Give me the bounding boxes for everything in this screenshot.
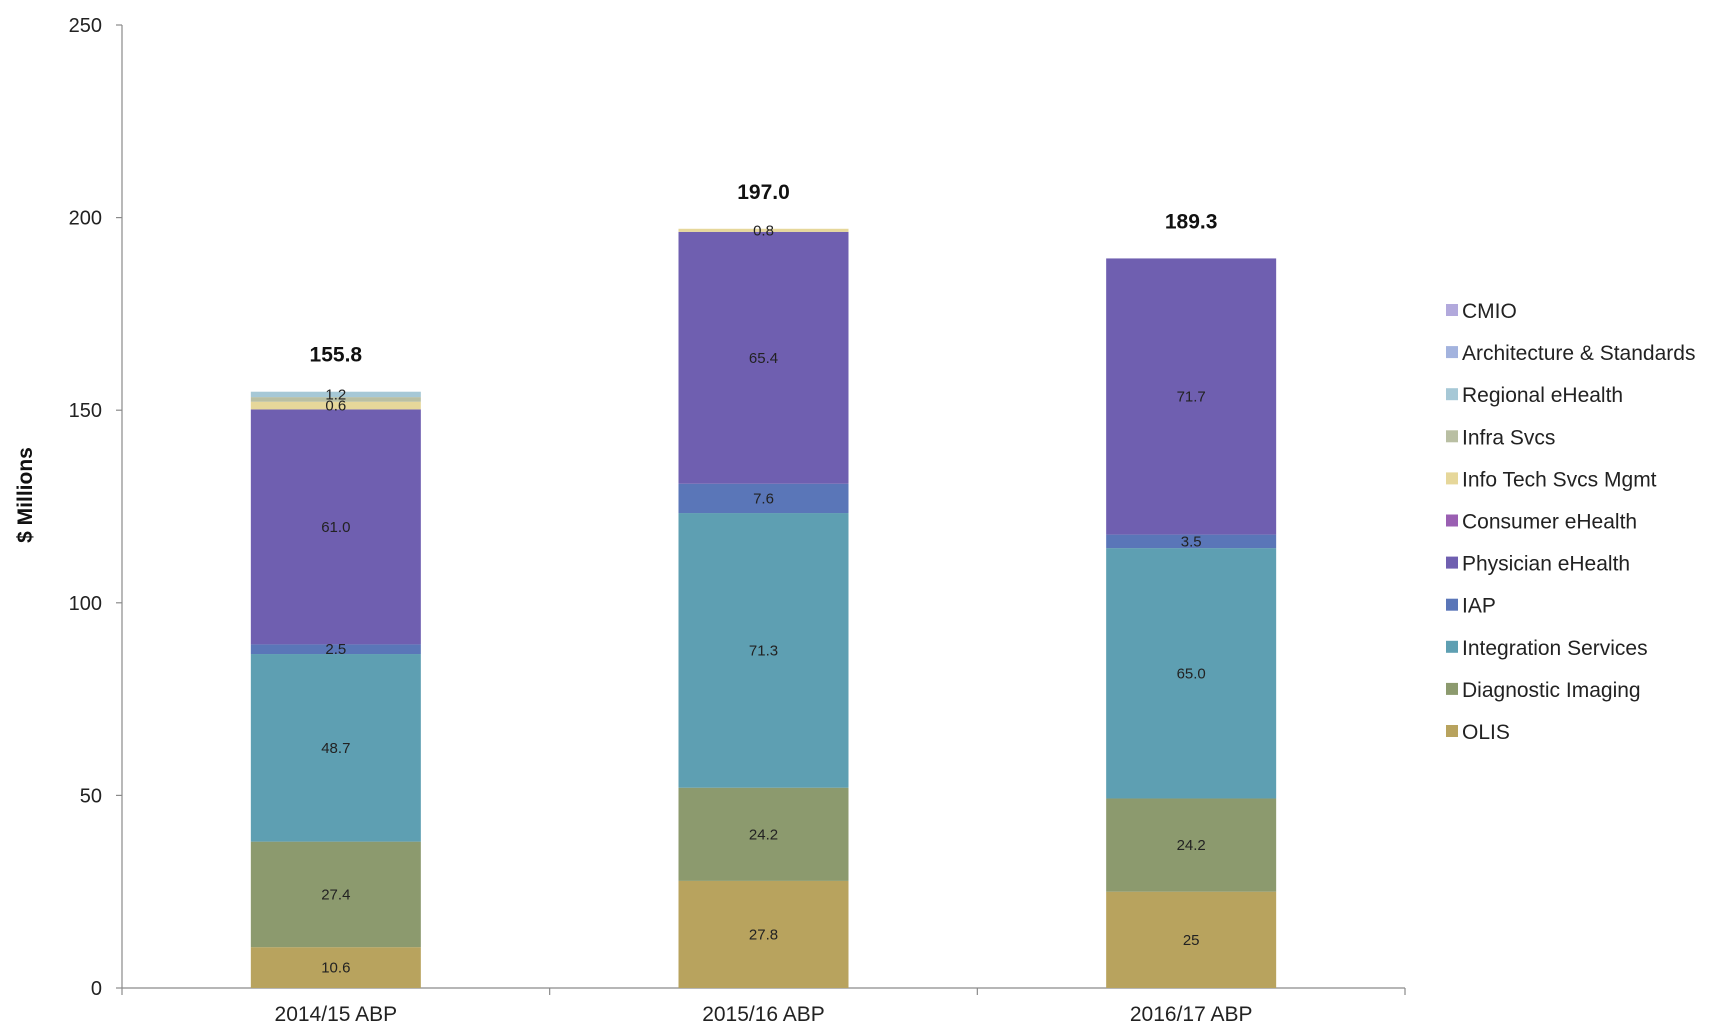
x-tick-label: 2016/17 ABP [1130, 1003, 1253, 1026]
bar-segment [250, 947, 421, 988]
data-label: 24.2 [749, 826, 778, 843]
plot-area: 0 50 100 150 200 250 10.6 27.4 48.7 2.5 61.0 0.61.2… [69, 15, 1406, 1026]
bar-segment [250, 401, 421, 410]
data-label: 27.4 [321, 886, 350, 903]
data-label: 0.8 [753, 222, 774, 239]
legend-item-label: Regional eHealth [1462, 384, 1623, 407]
y-axis-label: $ Millions [14, 447, 37, 543]
data-label: 2.5 [325, 641, 346, 658]
x-tick-label: 2014/15 ABP [275, 1003, 398, 1026]
legend-item-label: Infra Svcs [1462, 426, 1555, 449]
legend-swatch [1446, 514, 1458, 527]
data-label: 48.7 [321, 740, 350, 757]
bar-segment [678, 483, 849, 514]
bar-segment [678, 513, 849, 788]
bar-segment [1106, 548, 1277, 799]
data-label: 65.0 [1177, 665, 1206, 682]
total-label: 155.8 [310, 344, 363, 367]
bar-segment [678, 787, 849, 881]
data-label: 25 [1183, 932, 1200, 949]
legend-item-label: OLIS [1462, 721, 1510, 744]
y-tick-label: 250 [69, 15, 102, 37]
data-label: 61.0 [321, 519, 350, 536]
legend-swatch [1446, 640, 1458, 653]
data-label: 7.6 [753, 490, 774, 507]
legend-item-label: Info Tech Svcs Mgmt [1462, 468, 1657, 491]
data-label: 24.2 [1177, 837, 1206, 854]
y-tick-label: 50 [80, 785, 102, 807]
bar-segment [678, 880, 849, 988]
bar-segment [250, 841, 421, 948]
data-label: 10.6 [321, 960, 350, 977]
legend-item-label: Consumer eHealth [1462, 511, 1637, 534]
legend-swatch [1446, 346, 1458, 359]
legend-swatch [1446, 472, 1458, 485]
y-tick-label: 200 [69, 208, 102, 230]
legend-item-label: Integration Services [1462, 637, 1648, 660]
bar-segment [250, 644, 421, 655]
bar-segment [250, 654, 421, 842]
y-tick-label: 100 [69, 593, 102, 615]
bar-segment [1106, 258, 1277, 535]
legend: CMIO Architecture & Standards Regional eHe… [1446, 300, 1695, 744]
bar-segment [250, 409, 421, 645]
total-label: 189.3 [1165, 210, 1218, 233]
legend-swatch [1446, 598, 1458, 611]
data-label: 65.4 [749, 350, 778, 367]
legend-swatch [1446, 556, 1458, 569]
y-tick-label: 150 [69, 400, 102, 422]
data-label: 0.6 [325, 398, 346, 415]
legend-swatch [1446, 430, 1458, 443]
legend-item-label: IAP [1462, 595, 1496, 618]
bar-segment [1106, 798, 1277, 892]
legend-item-label: Diagnostic Imaging [1462, 679, 1641, 702]
legend-swatch [1446, 388, 1458, 401]
total-label: 197.0 [737, 181, 790, 204]
data-label: 27.8 [749, 926, 778, 943]
x-tick-label: 2015/16 ABP [702, 1003, 825, 1026]
data-label: 3.5 [1181, 533, 1202, 550]
data-label: 71.7 [1177, 389, 1206, 406]
bar-segment [678, 228, 849, 232]
legend-item-label: Physician eHealth [1462, 553, 1630, 576]
bar-segment [1106, 891, 1277, 988]
bar-segment [250, 391, 421, 398]
legend-swatch [1446, 725, 1458, 737]
legend-swatch [1446, 682, 1458, 695]
legend-item-label: CMIO [1462, 300, 1517, 323]
legend-swatch [1446, 304, 1458, 316]
y-tick-label: 0 [91, 978, 102, 1000]
data-label: 71.3 [749, 642, 778, 659]
legend-item-label: Architecture & Standards [1462, 342, 1695, 365]
bar-segment [678, 231, 849, 484]
bar-segment [250, 397, 421, 402]
data-label: 1.2 [325, 386, 346, 403]
bar-segment [1106, 534, 1277, 549]
